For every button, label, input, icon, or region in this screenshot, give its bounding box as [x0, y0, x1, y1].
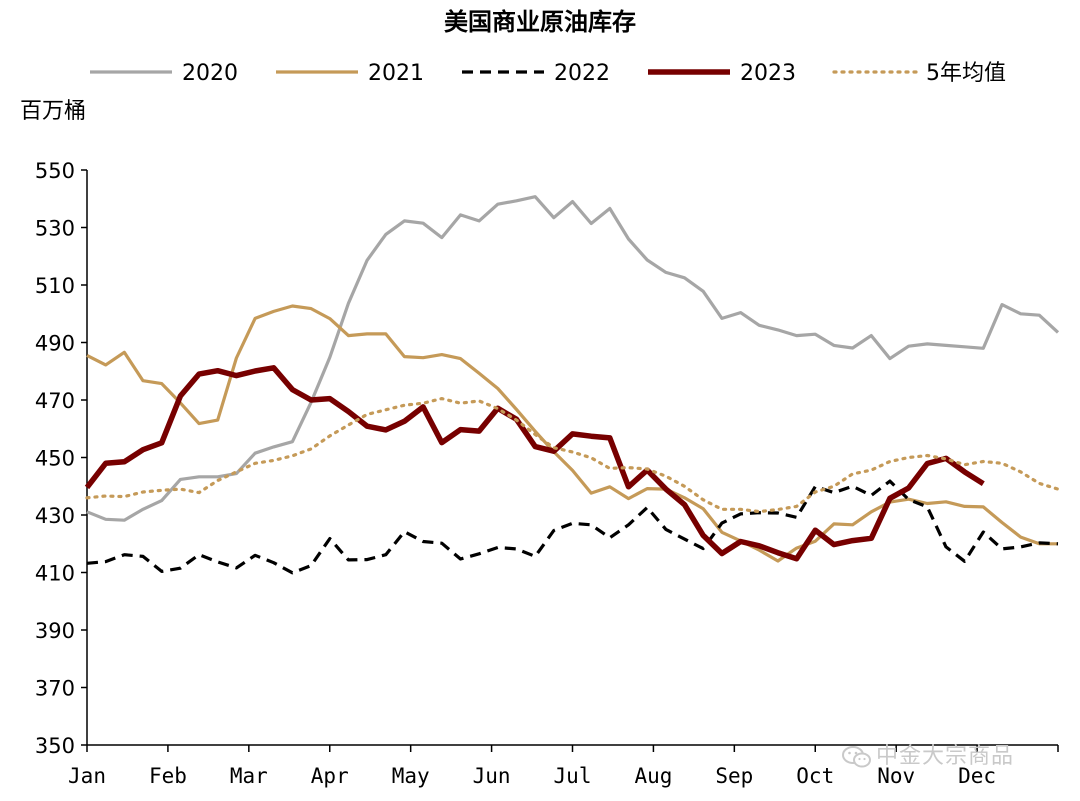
series-line: [86, 195, 1060, 522]
x-tick-label: Apr: [311, 764, 349, 788]
legend-label: 2020: [182, 61, 238, 86]
y-tick-label: 490: [35, 332, 75, 356]
x-tick-label: Mar: [230, 764, 268, 788]
legend-item: 2023: [648, 61, 796, 86]
legend-label: 5年均值: [926, 61, 1006, 86]
y-tick-label: 510: [35, 274, 75, 298]
axes: 350 370 390 410 430 450 470 490 510 530 550 Jan Feb M…: [35, 159, 1059, 788]
legend-label: 2022: [554, 61, 610, 86]
x-tick-label: Oct: [796, 764, 834, 788]
x-tick-label: Feb: [149, 764, 187, 788]
y-tick-label: 450: [35, 447, 75, 471]
y-tick-label: 410: [35, 562, 75, 586]
legend: 2020 2021 2022 2023 5年均值: [90, 61, 1006, 86]
wechat-icon: [842, 746, 871, 768]
legend-label: 2023: [740, 61, 796, 86]
y-tick-label: 470: [35, 389, 75, 413]
series-5年均值: [85, 397, 1060, 514]
chart-title: 美国商业原油库存: [444, 8, 636, 36]
y-tick-label: 430: [35, 504, 75, 528]
series-2023: [84, 365, 985, 562]
series-line: [85, 397, 1060, 514]
legend-item: 5年均值: [832, 61, 1006, 86]
x-tick-label: Nov: [877, 764, 915, 788]
x-tick-label: Aug: [634, 764, 672, 788]
series-2020: [86, 195, 1060, 522]
legend-item: 2021: [276, 61, 424, 86]
y-axis-label: 百万桶: [20, 99, 86, 124]
series-2022: [86, 479, 1059, 575]
y-tick-label: 390: [35, 619, 75, 643]
legend-label: 2021: [368, 61, 424, 86]
series-line: [86, 304, 1058, 563]
watermark-text: 中金大宗商品: [876, 744, 1015, 769]
x-tick-label: Sep: [715, 764, 753, 788]
legend-item: 2022: [462, 61, 610, 86]
x-tick-label: May: [392, 764, 430, 788]
y-tick-label: 550: [35, 159, 75, 183]
watermark: 中金大宗商品: [842, 738, 1014, 770]
y-tick-label: 370: [35, 677, 75, 701]
x-tick-label: Jan: [68, 764, 106, 788]
series-line: [86, 479, 1059, 575]
y-tick-label: 530: [35, 217, 75, 241]
series-2021: [86, 304, 1058, 563]
series-group: [84, 195, 1060, 575]
x-tick-label: Jul: [554, 764, 592, 788]
y-tick-label: 350: [35, 734, 75, 758]
x-tick-label: Dec: [958, 764, 996, 788]
x-tick-label: Jun: [473, 764, 511, 788]
series-line: [84, 365, 985, 562]
legend-item: 2020: [90, 61, 238, 86]
